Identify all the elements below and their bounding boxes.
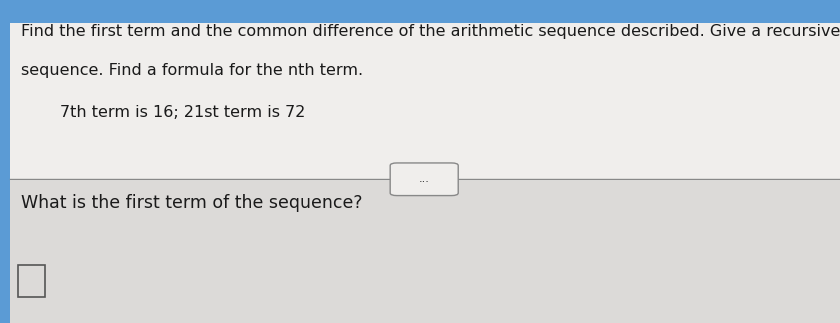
FancyBboxPatch shape [390,163,459,195]
Text: 7th term is 16; 21st term is 72: 7th term is 16; 21st term is 72 [60,105,306,120]
FancyBboxPatch shape [0,23,10,323]
FancyBboxPatch shape [10,181,840,323]
Text: ...: ... [419,174,429,184]
FancyBboxPatch shape [10,23,840,181]
Text: Find the first term and the common difference of the arithmetic sequence describ: Find the first term and the common diffe… [21,24,840,39]
FancyBboxPatch shape [0,0,840,23]
Text: What is the first term of the sequence?: What is the first term of the sequence? [21,194,363,212]
Text: sequence. Find a formula for the nth term.: sequence. Find a formula for the nth ter… [21,63,363,78]
FancyBboxPatch shape [18,265,45,297]
